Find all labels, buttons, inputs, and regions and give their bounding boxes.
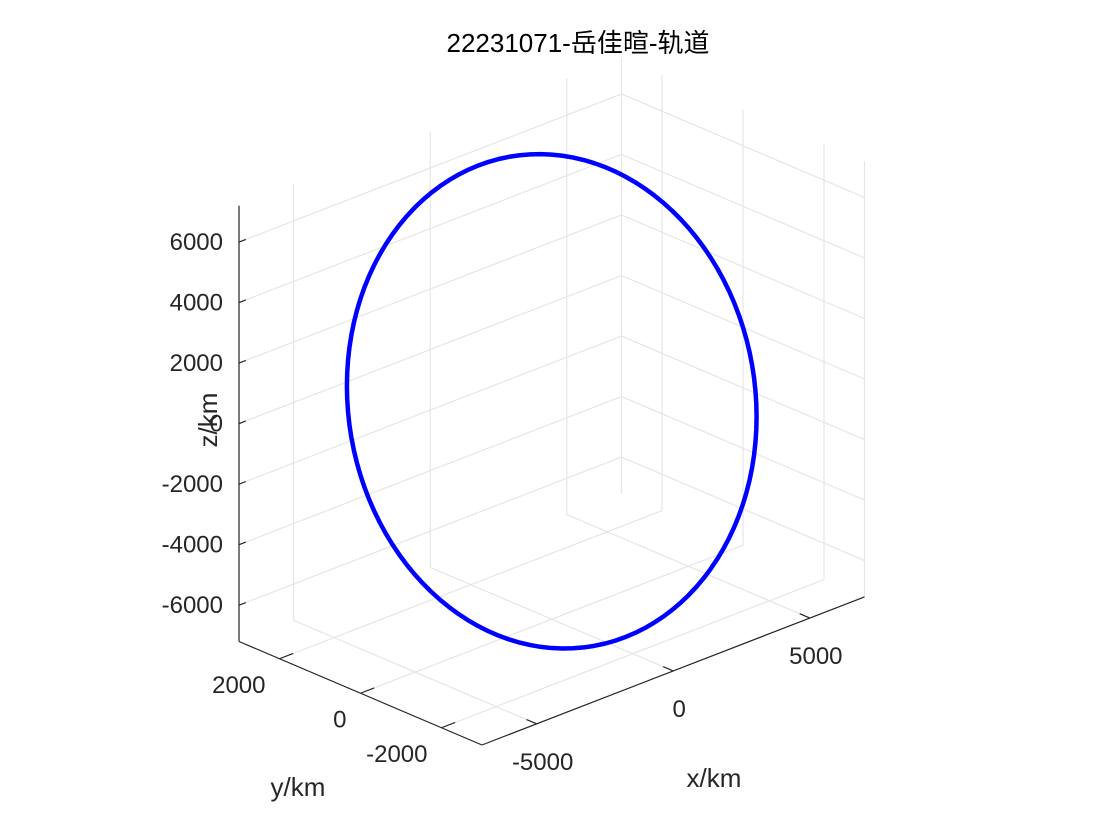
grid-line (621, 214, 865, 320)
grid-line (621, 395, 865, 501)
grid-line (238, 456, 622, 606)
y-tick-mark (279, 652, 294, 660)
grid-line (360, 544, 744, 694)
y-tick-label: 2000 (212, 672, 265, 699)
axis-layer: -5000 0 5000 -2000 0 2000 -6000 -4000 -2000 0 2000… (162, 205, 865, 776)
z-tick-label: -6000 (162, 592, 223, 619)
grid-line (238, 153, 622, 304)
y-tick-label: -2000 (366, 741, 427, 768)
y-tick-label: 0 (333, 706, 346, 733)
z-tick-label: 6000 (170, 229, 223, 256)
y-axis-title: y/km (271, 772, 326, 802)
z-tick-mark (238, 359, 247, 364)
orbit-series-line (344, 151, 759, 651)
grid-line (279, 510, 663, 660)
z-tick-mark (238, 480, 247, 485)
z-tick-mark (238, 238, 247, 243)
z-tick-mark (238, 299, 247, 304)
grid-line (238, 93, 622, 243)
grid-line (621, 335, 865, 441)
x-tick-mark (799, 613, 811, 619)
grid-line (238, 335, 622, 485)
x-tick-label: -5000 (512, 749, 573, 776)
x-tick-label: 0 (673, 696, 686, 723)
label-layer: 22231071-岳佳暄-轨道 x/km y/km z/km (193, 28, 741, 802)
z-tick-label: -2000 (162, 471, 223, 498)
z-tick-mark (238, 601, 247, 606)
grid-line (238, 214, 622, 364)
z-tick-mark (238, 541, 247, 546)
grid-line (621, 153, 865, 259)
y-tick-mark (360, 687, 375, 694)
series-layer (344, 151, 759, 651)
grid-line (238, 395, 622, 546)
grid-line (441, 579, 825, 729)
z-axis-title: z/km (193, 393, 223, 448)
z-tick-label: 2000 (170, 350, 223, 377)
x-tick-mark (662, 666, 674, 672)
grid-layer (238, 57, 866, 729)
z-tick-mark (238, 420, 247, 425)
z-tick-label: 0 (210, 411, 223, 438)
chart-title: 22231071-岳佳暄-轨道 (447, 28, 710, 58)
grid-line (621, 93, 865, 199)
x-axis-title: x/km (687, 763, 742, 793)
x-tick-mark (526, 718, 537, 725)
grid-line (238, 274, 622, 425)
x-tick-label: 5000 (789, 643, 842, 670)
y-tick-mark (441, 721, 456, 729)
z-tick-label: 4000 (170, 290, 223, 317)
z-tick-label: -4000 (162, 532, 223, 559)
